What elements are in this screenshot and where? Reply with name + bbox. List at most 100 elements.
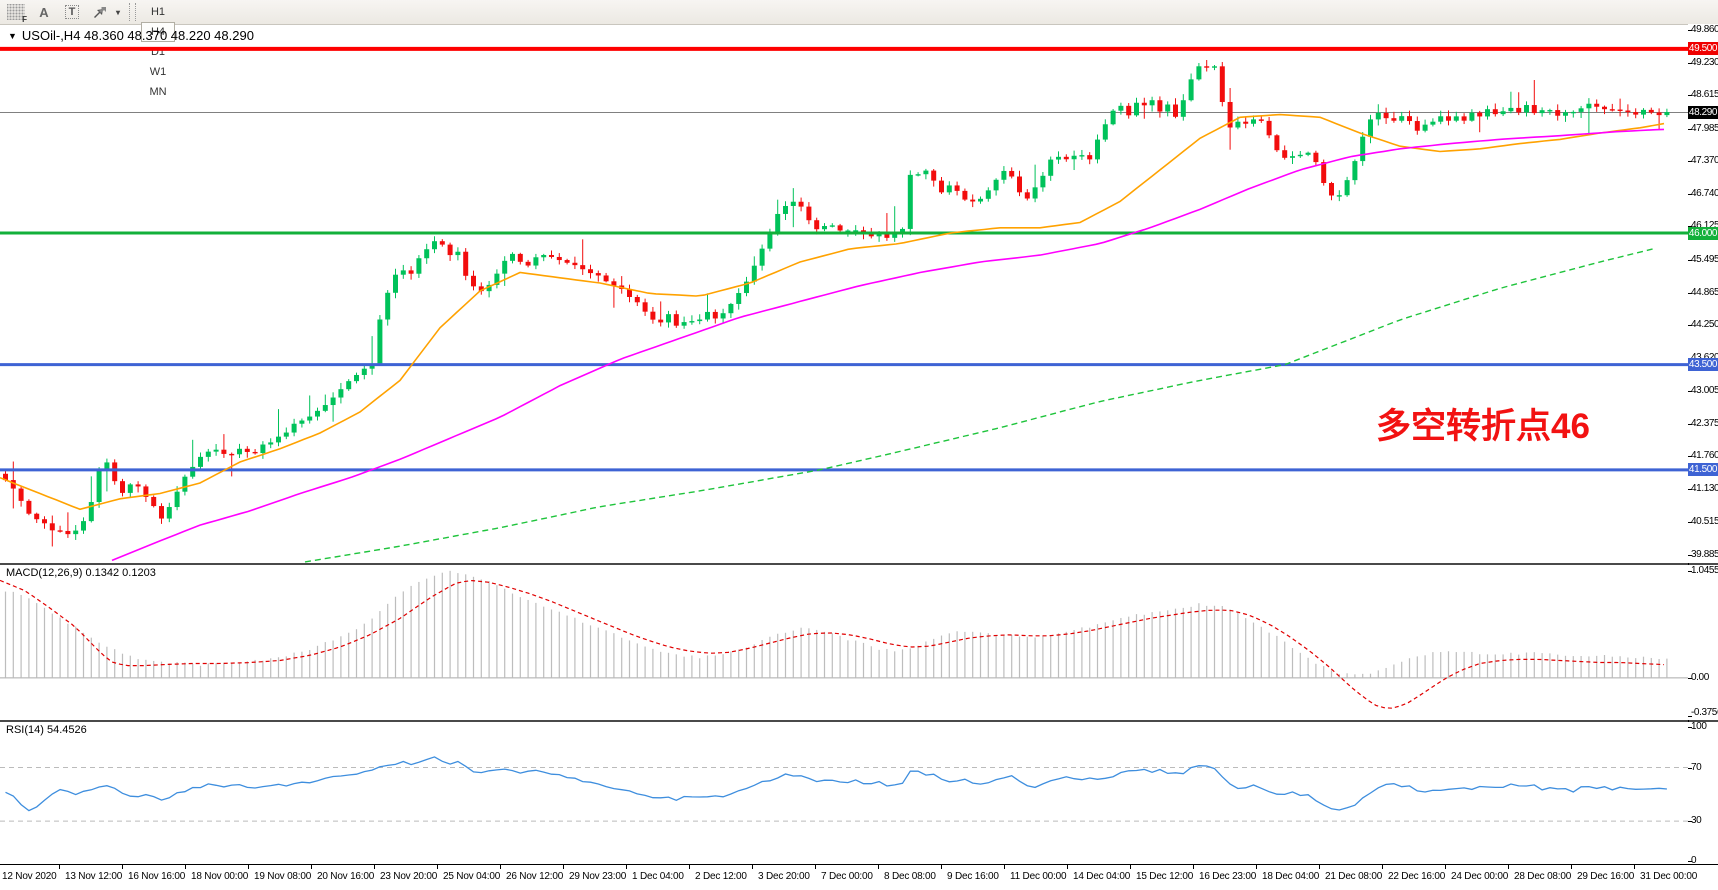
candle-up xyxy=(681,322,687,326)
time-axis-tick xyxy=(878,865,879,869)
candle-up xyxy=(260,444,266,454)
time-axis-label: 20 Nov 16:00 xyxy=(317,871,375,882)
timeframe-button-W1[interactable]: W1 xyxy=(149,66,167,78)
main-macd-separator[interactable] xyxy=(0,563,1718,565)
candle-up xyxy=(291,423,297,433)
candle-up xyxy=(1001,170,1007,180)
candle-up xyxy=(1375,112,1381,120)
candle-down xyxy=(525,261,531,266)
dropdown-caret-icon[interactable]: ▾ xyxy=(115,7,120,17)
rsi-tick-label: 0 xyxy=(1691,855,1697,867)
candle-up xyxy=(393,274,398,293)
candle-down xyxy=(143,486,149,497)
candle-up xyxy=(946,185,952,193)
candle-up xyxy=(276,436,281,443)
candle-down xyxy=(1009,170,1015,177)
candle-up xyxy=(322,405,328,411)
candle-down xyxy=(1617,109,1623,111)
price-badge-49.500: 49.500 xyxy=(1688,42,1718,56)
candle-up xyxy=(354,374,359,382)
candle-down xyxy=(580,265,586,270)
text-a-icon[interactable]: A xyxy=(39,4,49,20)
chart-grid-f-icon[interactable]: F xyxy=(4,2,28,24)
candle-down xyxy=(151,496,157,507)
candle-down xyxy=(1625,110,1631,113)
macd-rsi-separator[interactable] xyxy=(0,720,1718,722)
candle-up xyxy=(1360,136,1366,162)
candle-up xyxy=(728,303,734,314)
time-axis-tick xyxy=(1067,865,1068,869)
time-axis-label: 18 Dec 04:00 xyxy=(1262,871,1320,882)
time-axis-label: 25 Nov 04:00 xyxy=(443,871,501,882)
macd-tick-mark xyxy=(1688,570,1692,572)
candle-up xyxy=(1040,175,1046,188)
macd-axis[interactable]: 1.0455 0.00 -0.3756 xyxy=(1688,565,1718,720)
ohlc-readout: USOil-,H4 48.360 48.370 48.220 48.290 xyxy=(21,28,254,43)
macd-tick-mark xyxy=(1688,716,1692,718)
ma-slow-line[interactable] xyxy=(304,247,1656,563)
candle-down xyxy=(954,185,960,191)
timeframe-button-group: M1M5M15M30H1H4D1W1MN xyxy=(140,0,176,102)
time-axis-tick xyxy=(185,865,186,869)
time-axis[interactable]: 12 Nov 2020 13 Nov 12:00 16 Nov 16:00 18 No… xyxy=(0,864,1718,890)
candle-down xyxy=(970,199,976,202)
candle-down xyxy=(135,484,141,487)
time-axis-label: 29 Dec 16:00 xyxy=(1577,871,1635,882)
candle-up xyxy=(533,257,539,266)
candle-down xyxy=(611,281,617,286)
candle-up xyxy=(416,258,422,274)
price-axis[interactable]: 49.860 49.230 48.615 47.985 47.370 46.740 46.1… xyxy=(1688,24,1718,563)
candle-up xyxy=(213,449,219,452)
price-tick-label: 47.370 xyxy=(1691,154,1718,166)
ma-mid-line[interactable] xyxy=(111,128,1665,562)
candle-down xyxy=(1516,107,1522,113)
candle-up xyxy=(985,190,991,199)
timeframe-button-H4[interactable]: H4 xyxy=(141,22,175,42)
time-axis-label: 1 Dec 04:00 xyxy=(632,871,684,882)
ma-fast-line[interactable] xyxy=(0,113,1665,511)
candle-up xyxy=(1453,116,1459,121)
price-tick-label: 46.740 xyxy=(1691,188,1718,200)
chart-text-annotation[interactable]: 多空转折点46 xyxy=(1376,407,1590,446)
collapse-arrow-icon[interactable]: ▼ xyxy=(8,31,17,41)
candle-up xyxy=(198,456,203,467)
candle-up xyxy=(541,255,547,258)
price-tick-label: 39.885 xyxy=(1691,548,1718,560)
main-chart-canvas[interactable] xyxy=(0,24,1688,563)
candle-down xyxy=(447,244,453,256)
candle-down xyxy=(1531,105,1537,114)
candle-down xyxy=(1087,155,1093,160)
price-tick-label: 43.620 xyxy=(1691,352,1718,363)
candle-up xyxy=(96,470,102,503)
macd-indicator-label: MACD(12,26,9) 0.1342 0.1203 xyxy=(6,567,156,579)
price-tick-label: 47.985 xyxy=(1691,122,1718,134)
price-tick-mark xyxy=(1688,194,1692,196)
rsi-line[interactable] xyxy=(5,756,1667,812)
price-tick-mark xyxy=(1688,325,1692,327)
candle-down xyxy=(1219,66,1225,102)
candle-up xyxy=(1430,121,1436,125)
candle-up xyxy=(307,416,313,421)
time-axis-tick xyxy=(374,865,375,869)
candle-up xyxy=(1563,112,1568,116)
timeframe-button-MN[interactable]: MN xyxy=(149,86,167,98)
time-axis-label: 15 Dec 12:00 xyxy=(1136,871,1194,882)
rsi-axis[interactable]: 100 70 30 0 xyxy=(1688,721,1718,867)
rsi-pane-canvas[interactable] xyxy=(0,722,1688,864)
candle-down xyxy=(837,225,843,231)
candle-up xyxy=(689,321,695,323)
candle-up xyxy=(73,530,79,535)
candle-up xyxy=(1188,79,1194,101)
macd-pane-canvas[interactable] xyxy=(0,565,1688,720)
candle-up xyxy=(1165,104,1171,112)
text-box-icon[interactable]: T xyxy=(60,2,84,22)
price-tick-mark xyxy=(1688,423,1692,425)
candle-down xyxy=(408,270,414,274)
candle-down xyxy=(650,311,656,320)
candle-down xyxy=(1383,112,1389,119)
arrow-objects-icon[interactable] xyxy=(88,2,112,22)
candle-down xyxy=(1017,176,1022,193)
timeframe-button-H1[interactable]: H1 xyxy=(150,6,166,18)
time-axis-label: 31 Dec 00:00 xyxy=(1640,871,1698,882)
candle-up xyxy=(697,319,703,322)
